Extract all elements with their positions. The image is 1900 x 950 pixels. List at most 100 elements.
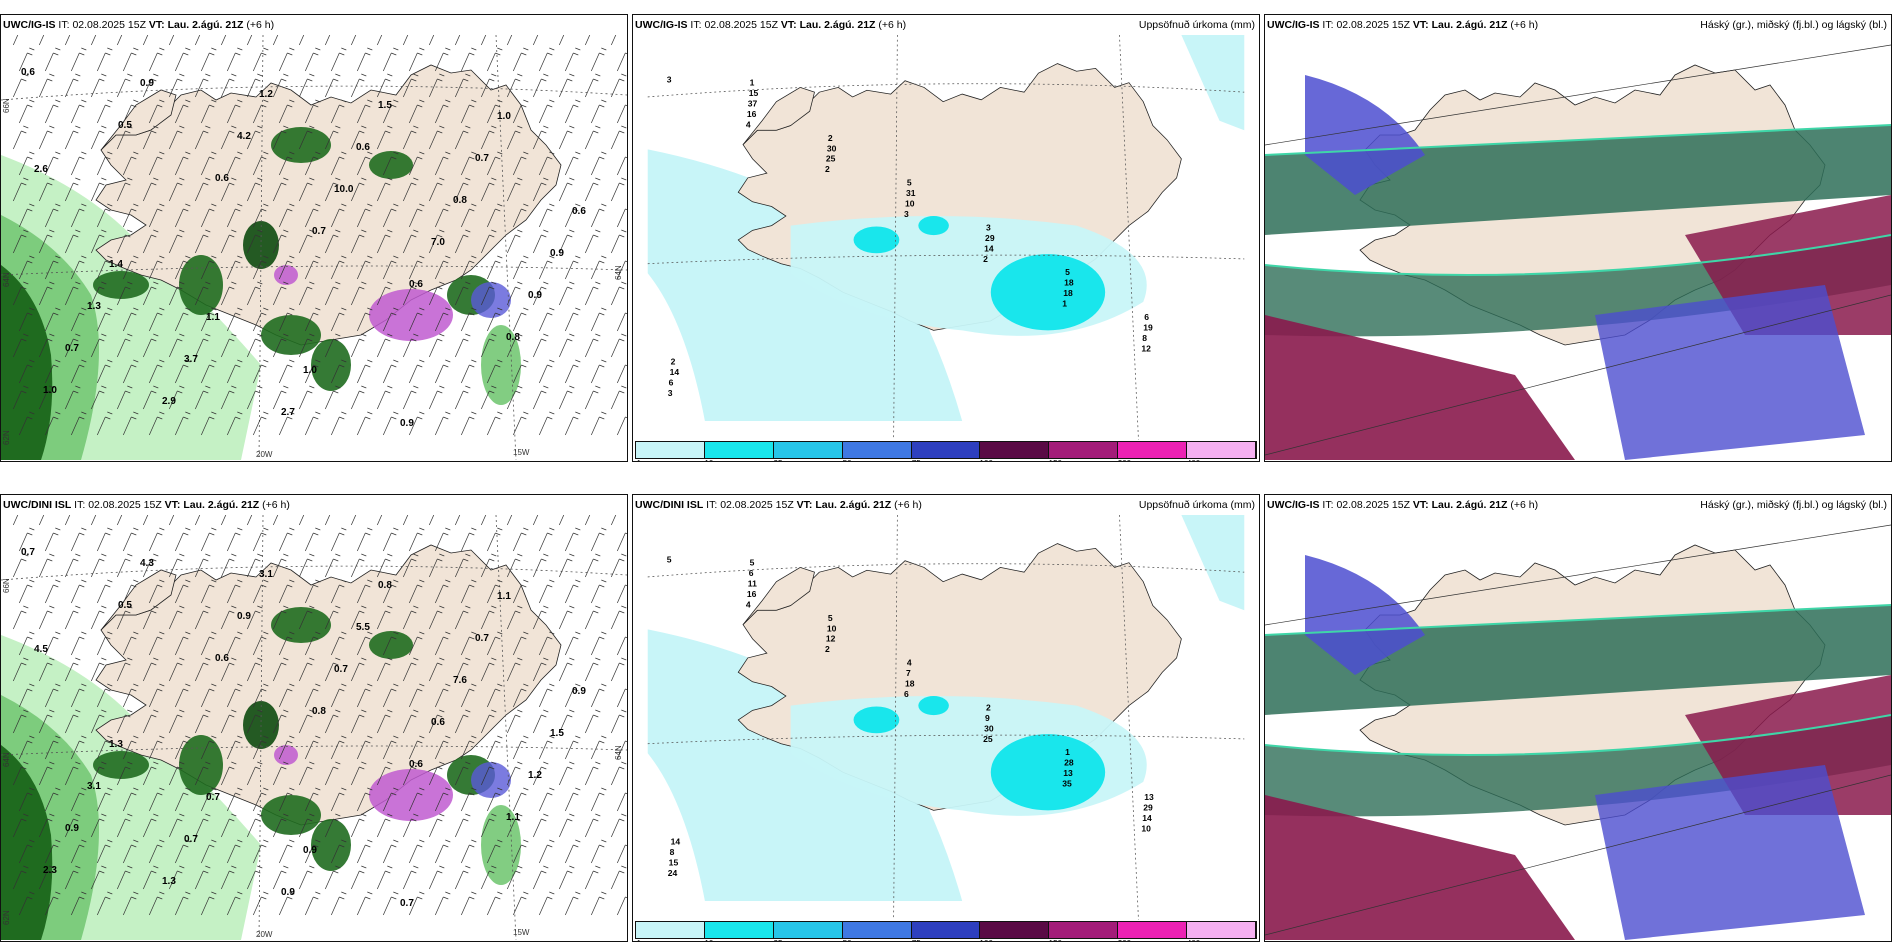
colorbar-tick-label: 50	[843, 939, 852, 941]
wind-barb	[200, 631, 217, 656]
wind-barb	[506, 605, 523, 630]
wind-barb	[616, 584, 627, 604]
cloud-edge	[1265, 714, 1891, 756]
accum-value-label: 18	[905, 679, 915, 689]
wind-barb	[480, 605, 497, 630]
wind-barb	[584, 761, 601, 786]
wind-barb	[512, 579, 529, 604]
rain-labels: 0.7 0.5 0.6 0.8 0.6 1.1 2.3 4.3 0.9 0.7 0.6 1.2 0.9 1…	[21, 547, 586, 909]
wind-barb	[12, 761, 29, 786]
wind-barb	[558, 35, 565, 46]
wind-barb	[246, 657, 263, 682]
wind-barb	[96, 255, 113, 280]
wind-barb	[220, 35, 227, 46]
cloud-edge	[1265, 234, 1891, 276]
wind-barb	[480, 229, 497, 254]
wind-barb	[356, 411, 373, 436]
panel-title: UWC/IG-IS IT: 02.08.2025 15Z VT: Lau. 2.…	[1267, 499, 1539, 511]
colorbar-segment	[911, 442, 981, 458]
wind-barb	[38, 605, 55, 630]
wind-barb	[64, 281, 81, 306]
wind-barb	[272, 281, 289, 306]
wind-barb	[142, 709, 159, 734]
wind-barb	[616, 636, 627, 656]
panel-right-title: Háský (gr.), miðský (fj.bl.) og lágský (…	[1700, 499, 1887, 511]
colorbar-tick-label: 200	[1118, 939, 1131, 941]
colorbar-segment	[636, 442, 705, 458]
wind-barb	[194, 865, 211, 890]
rain-value-label: 1.5	[550, 728, 564, 739]
wind-barb	[486, 527, 503, 552]
wind-barb	[142, 385, 159, 410]
wind-barb	[298, 865, 315, 890]
wind-barb	[304, 579, 321, 604]
wind-barb	[226, 307, 243, 332]
wind-barb	[194, 515, 201, 526]
wind-barb	[382, 203, 399, 228]
wind-barb	[38, 865, 55, 890]
wind-barb	[12, 515, 19, 526]
wind-barb	[122, 203, 139, 228]
rain-cell	[179, 735, 223, 795]
wind-barb	[512, 255, 529, 280]
wind-barb	[506, 385, 523, 410]
wind-barb	[460, 891, 477, 916]
wind-barb	[532, 229, 549, 254]
wind-barb	[428, 35, 435, 46]
rain-value-label: 2.9	[162, 396, 176, 407]
wind-barb	[486, 151, 503, 176]
wind-barb	[116, 385, 133, 410]
accum-value-label: 3	[986, 222, 991, 232]
wind-barb	[564, 579, 581, 604]
rain-value-label: 3.1	[259, 569, 273, 580]
wind-barb	[298, 385, 315, 410]
colorbar-tick-label: 1	[637, 459, 641, 461]
wind-barb	[298, 657, 315, 682]
wind-barb	[12, 333, 29, 358]
wind-barb	[376, 761, 393, 786]
wind-barb	[480, 73, 497, 98]
wind-barb	[382, 359, 399, 384]
graticule	[647, 35, 1245, 440]
wind-barb	[330, 735, 347, 760]
wind-barb	[90, 177, 107, 202]
wind-barb	[96, 787, 113, 812]
wind-barb	[512, 203, 529, 228]
wind-barb	[252, 891, 269, 916]
accum-value-label: 29	[1143, 802, 1153, 812]
wind-barb	[330, 99, 347, 124]
wind-barb	[90, 385, 107, 410]
rain-value-label: 1.2	[259, 89, 273, 100]
wind-barb	[96, 839, 113, 864]
wind-barb	[428, 761, 445, 786]
rain-value-label: 2.3	[43, 865, 57, 876]
wind-barb	[272, 333, 289, 358]
lon-line	[258, 35, 264, 460]
accum-value-label: 11	[748, 578, 757, 588]
wind-barb	[226, 47, 243, 72]
wind-barb	[558, 761, 575, 786]
wind-barb	[246, 177, 263, 202]
lat-label-64n-right: 64N	[614, 745, 623, 760]
wind-barb	[616, 792, 627, 812]
wind-barb	[460, 203, 477, 228]
accum-value-label: 3	[668, 388, 673, 398]
rain-value-label: 1.0	[43, 385, 57, 396]
wind-barb	[148, 307, 165, 332]
wind-barb	[116, 605, 133, 630]
rain-value-label: 0.9	[237, 611, 251, 622]
rain-value-label: 1.1	[206, 312, 220, 323]
wind-barb	[44, 527, 61, 552]
wind-barb	[460, 359, 477, 384]
wind-barb	[116, 281, 133, 306]
wind-barb	[174, 307, 191, 332]
colorbar-tick-label: 100	[980, 459, 993, 461]
lat-line	[1265, 774, 1891, 936]
wind-barb	[382, 307, 399, 332]
rain-value-label: 7.6	[453, 675, 467, 686]
wind-barb	[220, 385, 237, 410]
rain-value-label: 0.7	[21, 547, 35, 558]
colorbar-tick-label: 200	[1118, 459, 1131, 461]
wind-barb	[616, 156, 627, 176]
wind-barb	[116, 657, 133, 682]
